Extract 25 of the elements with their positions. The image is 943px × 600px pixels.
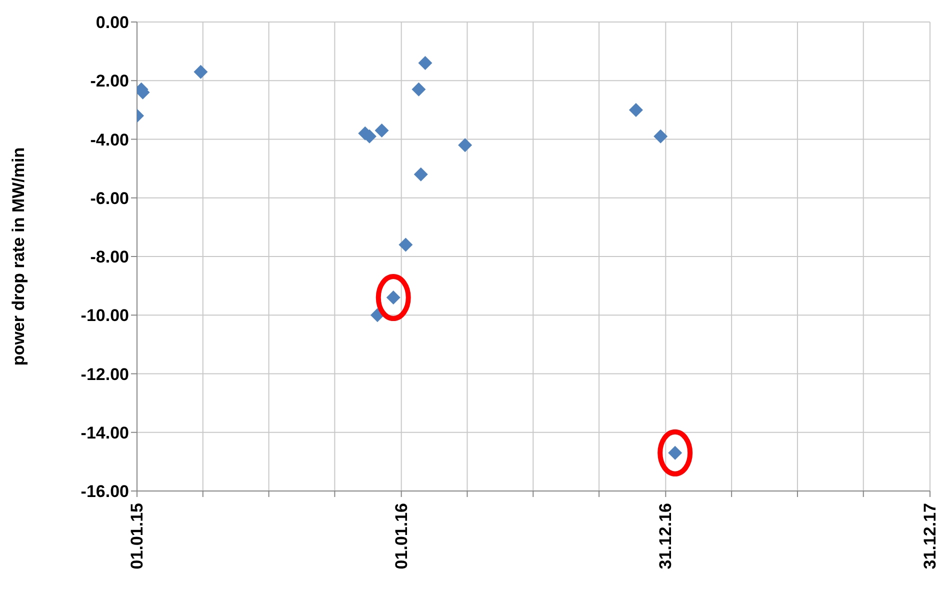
y-tick-label: -12.00 <box>80 364 129 384</box>
x-tick-label: 01.01.15 <box>128 503 146 570</box>
y-tick-label: -4.00 <box>90 130 129 150</box>
point <box>418 56 432 70</box>
x-tick-label: 31.12.17 <box>920 503 940 570</box>
x-tick-label: 01.01.16 <box>392 503 411 570</box>
y-tick-label: -2.00 <box>90 72 129 91</box>
y-tick-label: 0.00 <box>96 13 129 32</box>
point <box>374 123 389 138</box>
y-tick-label: -14.00 <box>80 423 129 442</box>
point <box>194 64 208 79</box>
point <box>458 138 472 152</box>
y-tick-label: -10.00 <box>80 306 129 326</box>
point <box>628 102 643 117</box>
y-axis-title: power drop rate in MW/min <box>9 147 28 366</box>
point <box>412 82 426 96</box>
point <box>376 274 411 322</box>
point <box>654 129 668 144</box>
y-tick-label: -6.00 <box>90 188 129 208</box>
x-tick-label: 31.12.16 <box>656 503 676 570</box>
point <box>414 167 428 182</box>
point <box>658 429 693 476</box>
y-tick-label: -16.00 <box>80 482 129 502</box>
point <box>398 238 413 252</box>
y-tick-label: -8.00 <box>90 248 129 267</box>
